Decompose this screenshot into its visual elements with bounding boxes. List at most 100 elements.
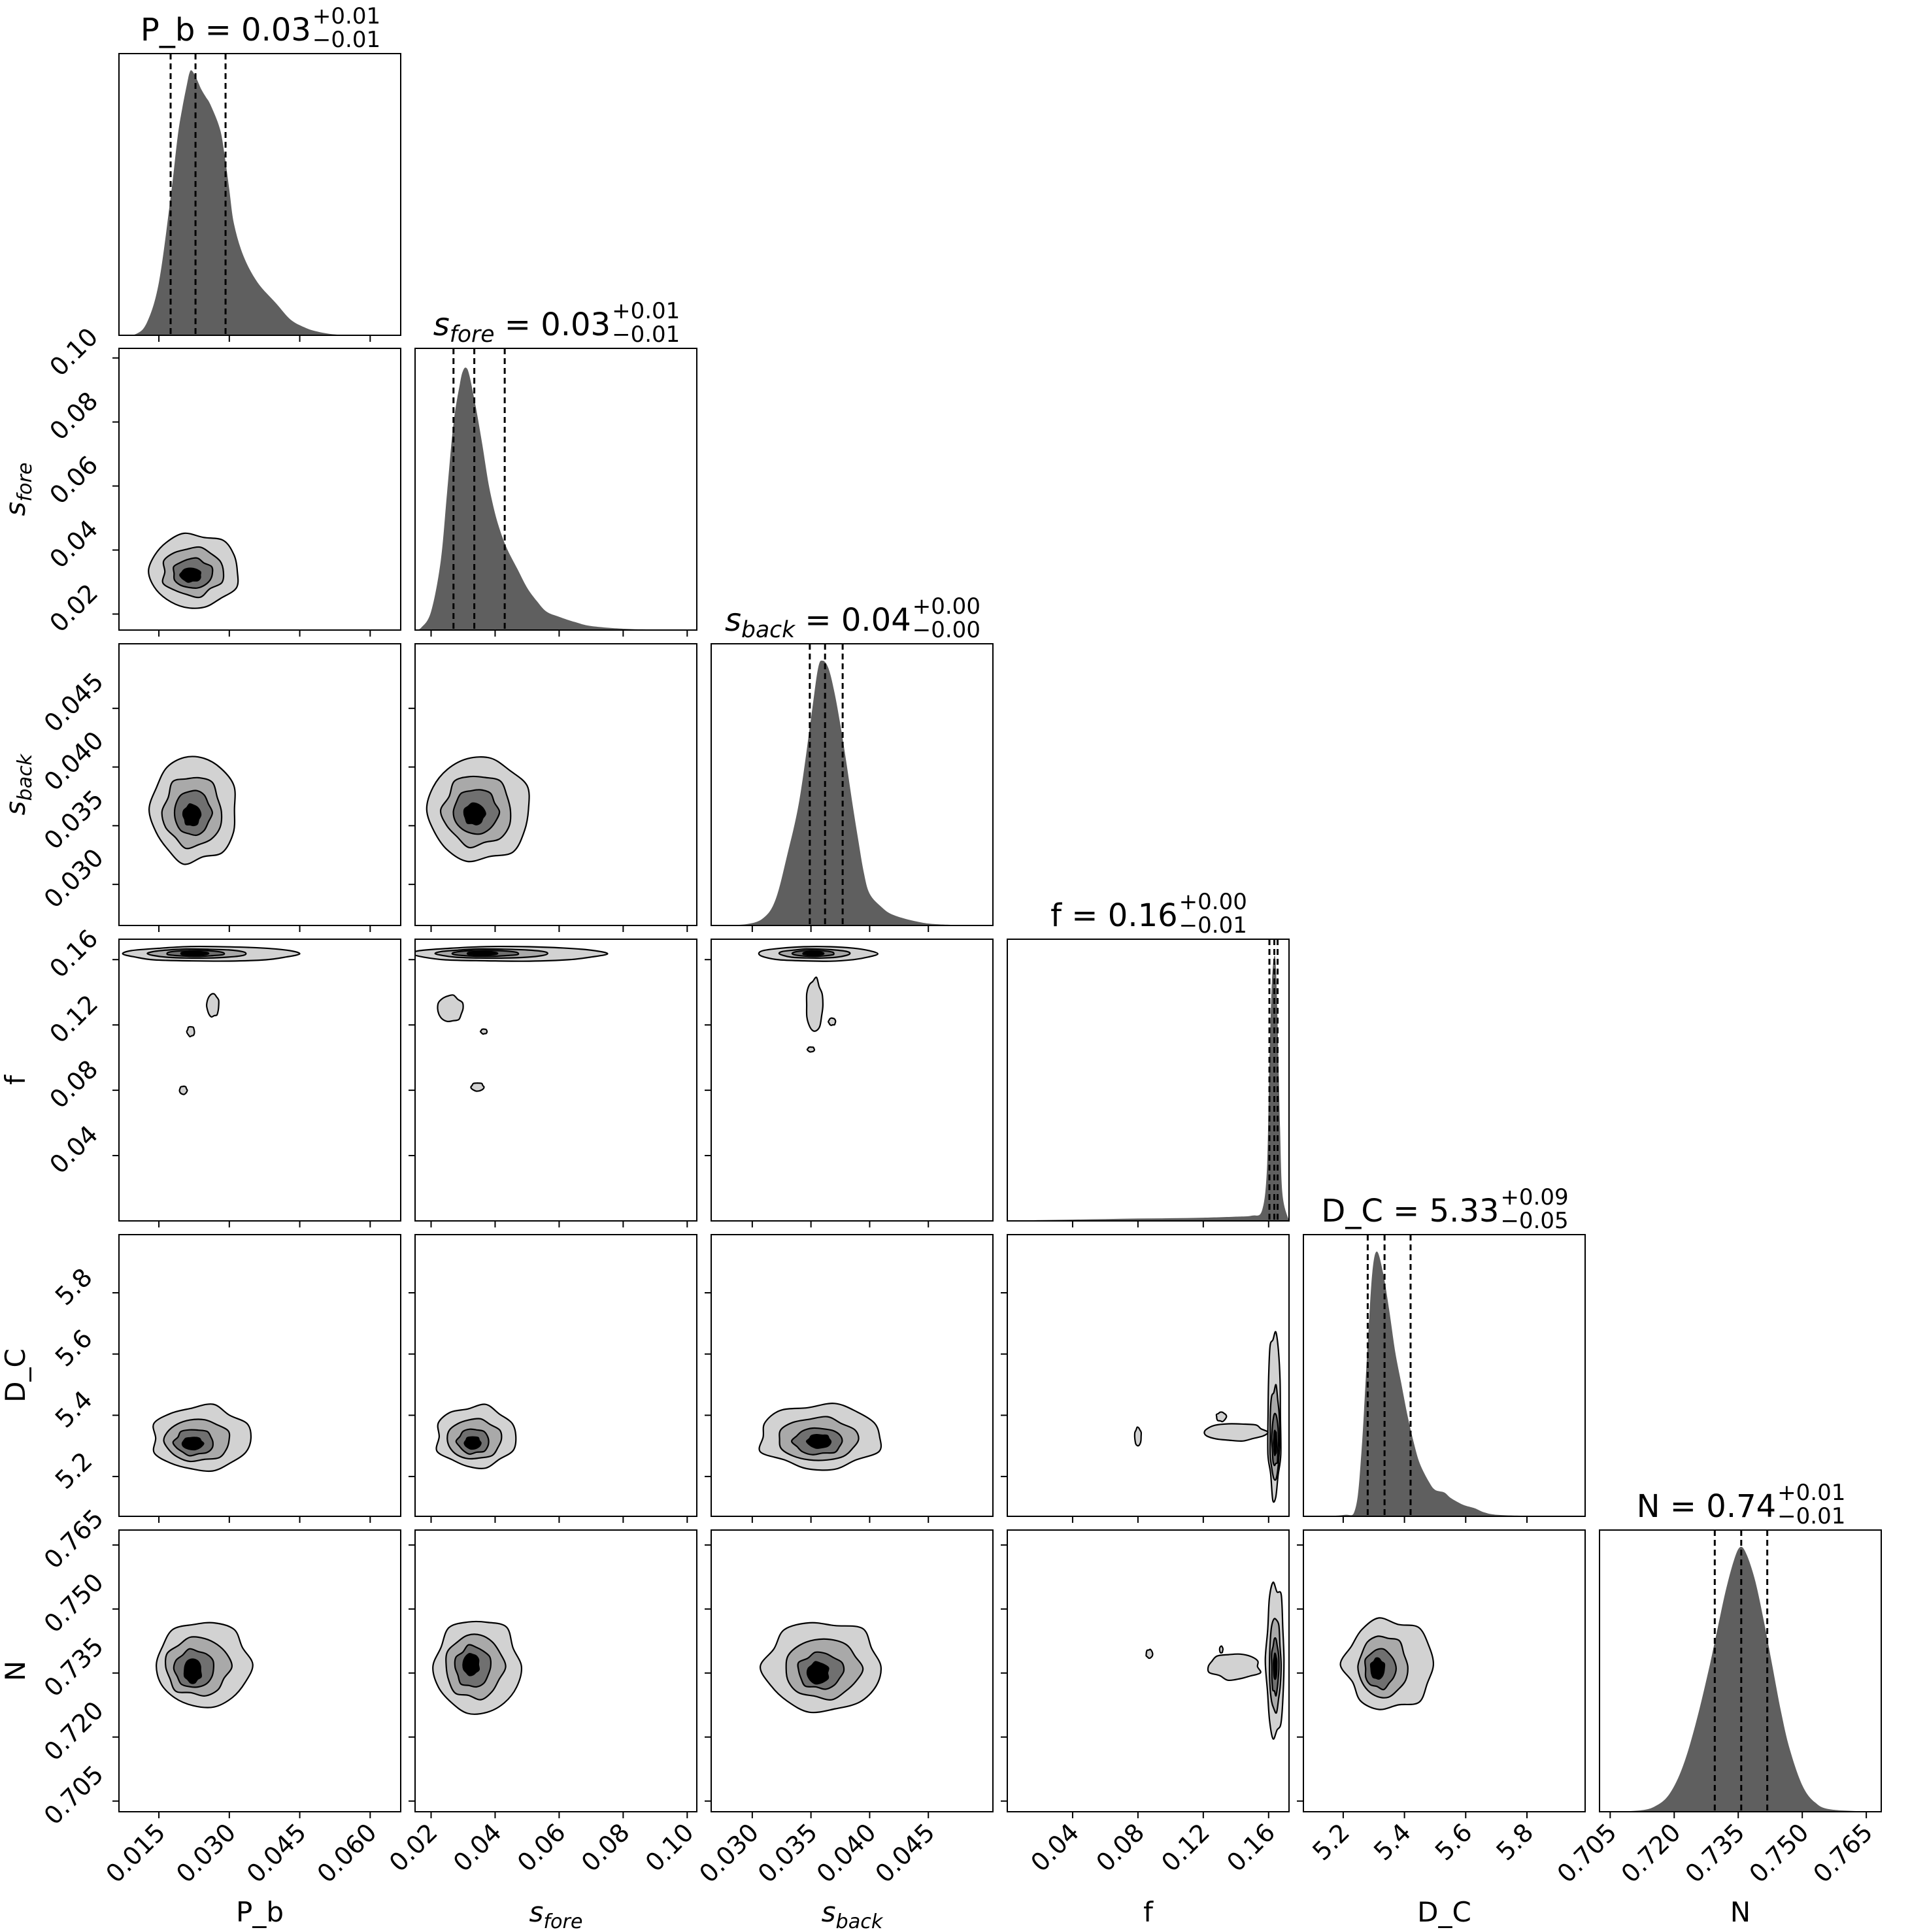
title-minus: −0.01	[312, 27, 380, 53]
hist-title: D_C = 5.33 +0.09−0.05	[1321, 1184, 1568, 1234]
y-tick-label: 5.6	[50, 1324, 98, 1373]
contour-level-4	[805, 976, 824, 1032]
x-tick-label: 0.08	[1090, 1818, 1150, 1877]
contour-level-4	[205, 993, 220, 1018]
x-axis-4: 5.2 5.4 5.6 5.8 D_C	[1307, 1818, 1539, 1928]
panel-frame	[414, 939, 697, 1222]
contour-level-3	[1273, 1429, 1278, 1456]
contour-panel-2-5	[705, 1529, 994, 1818]
y-tick-label: 0.035	[39, 784, 109, 855]
hist-area	[1007, 956, 1289, 1221]
title-equals: = 0.03	[195, 12, 311, 48]
label-main: P_b	[236, 1896, 284, 1928]
x-tick-label: 5.6	[1430, 1818, 1478, 1866]
hist-panel-0: P_b = 0.03 +0.01−0.01	[118, 3, 401, 342]
title-plus: +0.01	[312, 3, 380, 29]
contour-panel-4-5	[1297, 1529, 1586, 1818]
contour-panel-1-2	[409, 643, 697, 932]
hist-panel-1: sfore = 0.03 +0.01−0.01	[414, 298, 697, 637]
panel-frame	[118, 1529, 401, 1812]
contour-group	[758, 946, 879, 1053]
x-tick-label: 0.04	[448, 1818, 507, 1877]
y-tick-label: 0.045	[39, 667, 109, 738]
panel-frame	[1007, 1529, 1290, 1812]
x-tick-label: 0.045	[870, 1818, 941, 1888]
title-minus: −0.01	[612, 322, 680, 348]
label-subscript: back	[14, 753, 37, 801]
label-subscript: back	[836, 1910, 884, 1932]
label-main: s	[0, 502, 31, 516]
panel-frame	[414, 1234, 697, 1517]
contour-level-3	[183, 1658, 203, 1684]
contour-panel-3-4	[1001, 1234, 1290, 1523]
label-main: N	[0, 1661, 31, 1681]
contour-level-6	[178, 1085, 188, 1095]
contour-level-3	[182, 803, 202, 827]
hist-title: P_b = 0.03 +0.01−0.01	[141, 3, 380, 53]
contour-group	[435, 1403, 517, 1469]
x-axis-label: D_C	[1417, 1896, 1471, 1928]
contour-group	[759, 1622, 882, 1714]
title-equals: = 0.04	[795, 602, 911, 639]
label-main: s	[0, 801, 31, 815]
x-tick-label: 0.030	[694, 1818, 764, 1888]
contour-level-5	[479, 1028, 488, 1035]
contour-panel-3-5	[1001, 1529, 1290, 1818]
contour-group	[156, 1622, 254, 1708]
hist-panel-3: f = 0.16 +0.00−0.01	[1007, 889, 1290, 1227]
x-axis-label: f	[1143, 1896, 1154, 1928]
hist-title: N = 0.74 +0.01−0.01	[1637, 1480, 1846, 1529]
title-symbol: s	[433, 307, 450, 343]
x-axis-1: 0.02 0.04 0.06 0.08 0.10 sfore	[384, 1818, 699, 1932]
contour-level-3	[180, 950, 210, 956]
y-tick-label: 0.040	[39, 725, 109, 796]
contour-panel-0-2	[112, 643, 401, 932]
contour-group	[148, 532, 239, 609]
label-main: s	[529, 1896, 543, 1928]
title-text: sfore = 0.03	[433, 307, 611, 348]
y-tick-label: 5.4	[50, 1385, 98, 1433]
y-tick-label: 0.750	[39, 1568, 109, 1639]
label-main: f	[1143, 1896, 1154, 1928]
y-tick-label: 0.04	[44, 1120, 103, 1179]
hist-panel-2: sback = 0.04 +0.00−0.00	[711, 593, 994, 932]
panel-frame	[1007, 1234, 1290, 1517]
x-axis-0: 0.015 0.030 0.045 0.060 P_b	[100, 1818, 382, 1928]
panel-frame	[711, 1529, 994, 1812]
x-tick-label: 0.030	[171, 1818, 241, 1888]
x-tick-label: 0.08	[576, 1818, 635, 1877]
title-symbol: P_b	[141, 12, 195, 48]
contour-level-6	[806, 1046, 816, 1053]
y-tick-label: 0.765	[39, 1504, 109, 1574]
contour-panel-1-3	[409, 939, 697, 1227]
contour-panel-0-4	[112, 1234, 401, 1523]
contour-level-3	[179, 567, 202, 583]
hist-title: f = 0.16 +0.00−0.01	[1050, 889, 1247, 939]
x-tick-label: 0.040	[811, 1818, 882, 1888]
contour-level-5	[1145, 1648, 1154, 1659]
title-text: f = 0.16	[1050, 897, 1178, 934]
x-tick-label: 0.12	[1156, 1818, 1215, 1877]
y-tick-label: 0.10	[44, 322, 103, 382]
title-plus: +0.01	[612, 298, 680, 324]
contour-level-5	[1215, 1411, 1228, 1423]
title-text: sback = 0.04	[725, 602, 911, 643]
contour-panel-2-3	[705, 939, 994, 1227]
x-tick-label: 0.035	[752, 1818, 823, 1888]
x-tick-label: 5.8	[1491, 1818, 1539, 1866]
contour-group	[148, 756, 236, 865]
x-tick-label: 5.2	[1307, 1818, 1355, 1866]
y-axis-4: 5.2 5.4 5.6 5.8 D_C	[0, 1263, 98, 1495]
panel-frame	[118, 53, 401, 336]
panel-frame	[118, 348, 401, 631]
label-main: s	[822, 1896, 836, 1928]
title-equals: = 0.16	[1062, 897, 1178, 934]
title-symbol: N	[1637, 1488, 1660, 1525]
x-tick-label: 5.4	[1368, 1818, 1416, 1866]
y-tick-label: 0.06	[44, 450, 103, 510]
contour-level-6	[470, 1082, 485, 1092]
contour-level-3	[462, 1653, 480, 1676]
